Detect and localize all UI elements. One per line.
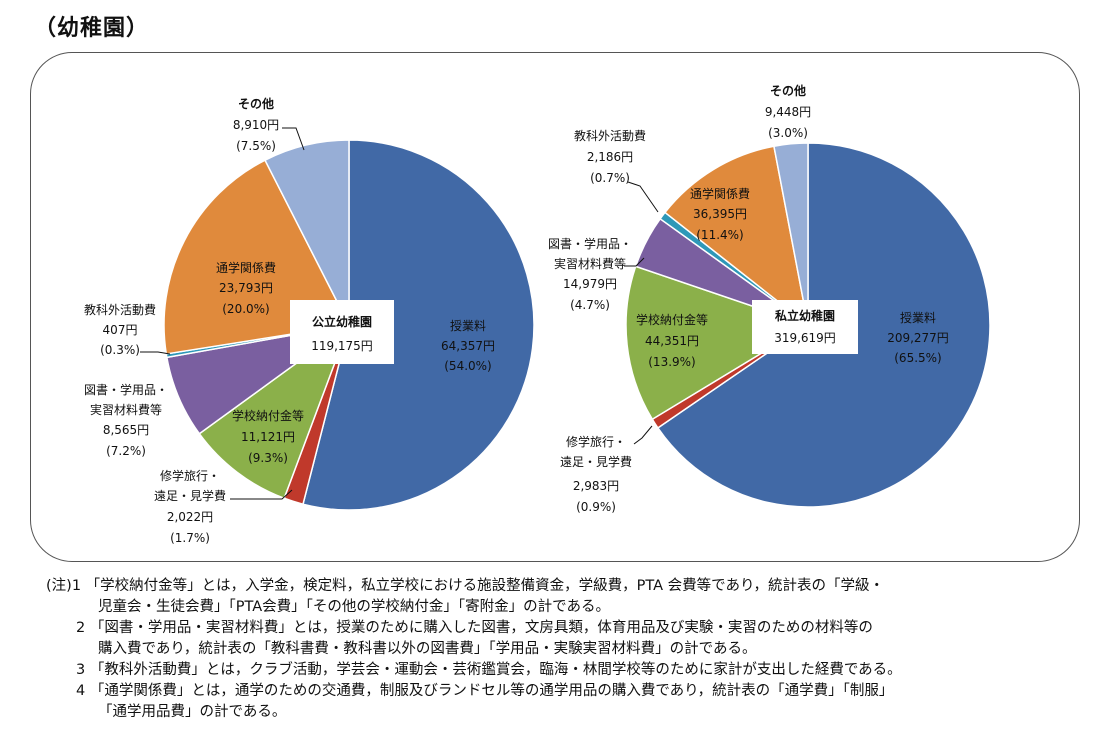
note-1a: (注)1 「学校納付金等」とは，入学金，検定料，私立学校における施設整備資金，学… <box>46 578 884 594</box>
pie-labels: 公立幼稚園 119,175円 授業料 64,357円 (54.0%) 通学関係費 23,79… <box>84 83 949 545</box>
public-extra-leader <box>140 351 171 355</box>
public-extra-label: 教科外活動費 <box>84 302 156 317</box>
private-books-pct: (4.7%) <box>570 298 610 312</box>
public-extra-pct: (0.3%) <box>100 343 140 357</box>
pie-slice-6 <box>264 139 350 326</box>
public-extra-amount: 407円 <box>103 323 138 337</box>
private-trip-amount: 2,983円 <box>573 479 619 493</box>
notes: (注)1 「学校納付金等」とは，入学金，検定料，私立学校における施設整備資金，学… <box>46 576 1096 723</box>
private-trip-pct: (0.9%) <box>576 500 616 514</box>
pie-charts-svg: 公立幼稚園 119,175円 授業料 64,357円 (54.0%) 通学関係費 23,79… <box>84 83 991 545</box>
private-other-amount: 9,448円 <box>765 105 811 119</box>
public-other-pct: (7.5%) <box>236 139 276 153</box>
pie-slice-5 <box>663 145 810 327</box>
public-total: 119,175円 <box>311 339 373 353</box>
public-commute-label: 通学関係費 <box>216 260 276 275</box>
private-center-box <box>752 300 858 354</box>
pie-slice-6 <box>773 142 809 326</box>
private-title: 私立幼稚園 <box>774 308 835 323</box>
public-books-label2: 実習材料費等 <box>90 402 162 417</box>
public-trip-amount: 2,022円 <box>167 510 213 524</box>
public-tuition-pct: (54.0%) <box>444 359 491 373</box>
public-center-box <box>290 300 394 364</box>
public-schoolfee-label: 学校納付金等 <box>232 408 304 423</box>
private-schoolfee-pct: (13.9%) <box>648 355 695 369</box>
note-1b: 児童会・生徒会費」「PTA会費」「その他の学校納付金」「寄附金」の計である。 <box>98 599 610 615</box>
private-commute-pct: (11.4%) <box>696 228 743 242</box>
private-trip-label2: 遠足・見学費 <box>560 454 632 469</box>
note-4b: 「通学用品費」の計である。 <box>98 704 287 720</box>
private-other-label: その他 <box>770 83 806 98</box>
public-other-label: その他 <box>238 96 274 111</box>
public-tuition-amount: 64,357円 <box>441 339 495 353</box>
private-extra-pct: (0.7%) <box>590 171 630 185</box>
private-trip-label1: 修学旅行・ <box>566 434 626 449</box>
private-extra-amount: 2,186円 <box>587 150 633 164</box>
pie-slice-0 <box>302 139 535 511</box>
public-schoolfee-pct: (9.3%) <box>248 451 288 465</box>
public-other-leader <box>282 127 305 151</box>
public-commute-pct: (20.0%) <box>222 302 269 316</box>
private-books-label1: 図書・学用品・ <box>548 236 632 251</box>
private-schoolfee-label: 学校納付金等 <box>636 312 708 327</box>
public-trip-leader <box>230 489 293 500</box>
private-extra-leader <box>627 181 659 213</box>
private-books-label2: 実習材料費等 <box>554 256 626 271</box>
private-other-pct: (3.0%) <box>768 126 808 140</box>
public-title: 公立幼稚園 <box>312 314 372 329</box>
note-2b: 購入費であり，統計表の「教科書費・教科書以外の図書費」「学用品・実験実習材料費」… <box>98 641 757 657</box>
private-tuition-label: 授業料 <box>900 310 936 325</box>
note-2a: 2 「図書・学用品・実習材料費」とは，授業のために購入した図書，文房具類，体育用… <box>76 620 873 636</box>
public-trip-label2: 遠足・見学費 <box>154 488 226 503</box>
private-commute-label: 通学関係費 <box>690 186 750 201</box>
private-schoolfee-amount: 44,351円 <box>645 334 699 348</box>
private-tuition-amount: 209,277円 <box>887 331 949 345</box>
public-commute-amount: 23,793円 <box>219 281 273 295</box>
private-total: 319,619円 <box>774 331 836 345</box>
public-books-pct: (7.2%) <box>106 444 146 458</box>
pie-slice-2 <box>198 322 351 500</box>
private-trip-leader <box>633 425 653 445</box>
public-books-amount: 8,565円 <box>103 423 149 437</box>
pie-slice-2 <box>625 265 810 421</box>
public-schoolfee-amount: 11,121円 <box>241 430 295 444</box>
note-3: 3 「教科外活動費」とは，クラブ活動，学芸会・運動会・芸術鑑賞会，臨海・林間学校… <box>76 662 902 678</box>
public-books-label1: 図書・学用品・ <box>84 382 168 397</box>
private-commute-amount: 36,395円 <box>693 207 747 221</box>
note-4a: 4 「通学関係費」とは，通学のための交通費，制服及びランドセル等の通学用品の購入… <box>76 683 894 699</box>
public-trip-pct: (1.7%) <box>170 531 210 545</box>
public-trip-label1: 修学旅行・ <box>160 468 220 483</box>
chart-panel <box>30 52 1080 562</box>
public-other-amount: 8,910円 <box>233 118 279 132</box>
public-tuition-label: 授業料 <box>450 318 486 333</box>
page-heading: （幼稚園） <box>34 16 150 41</box>
private-tuition-pct: (65.5%) <box>894 351 941 365</box>
private-books-amount: 14,979円 <box>563 277 617 291</box>
private-extra-label: 教科外活動費 <box>574 128 646 143</box>
private-books-leader <box>624 257 645 267</box>
